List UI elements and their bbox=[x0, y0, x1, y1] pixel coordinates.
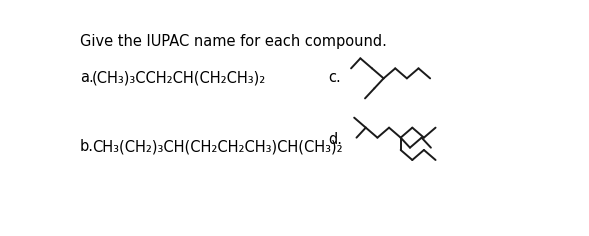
Text: CH₃(CH₂)₃CH(CH₂CH₂CH₃)CH(CH₃)₂: CH₃(CH₂)₃CH(CH₂CH₂CH₃)CH(CH₃)₂ bbox=[92, 139, 343, 154]
Text: Give the IUPAC name for each compound.: Give the IUPAC name for each compound. bbox=[80, 34, 387, 50]
Text: c.: c. bbox=[328, 70, 340, 85]
Text: d.: d. bbox=[328, 132, 342, 147]
Text: (CH₃)₃CCH₂CH(CH₂CH₃)₂: (CH₃)₃CCH₂CH(CH₂CH₃)₂ bbox=[92, 70, 266, 85]
Text: b.: b. bbox=[80, 139, 94, 154]
Text: a.: a. bbox=[80, 70, 94, 85]
